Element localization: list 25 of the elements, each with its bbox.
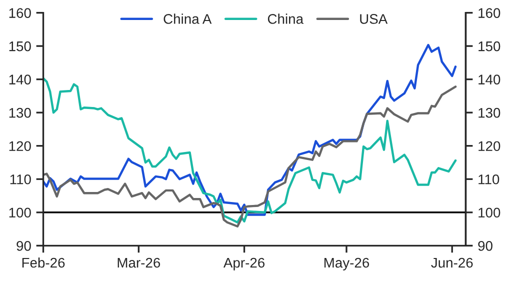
y-tick-label: 160 (9, 8, 31, 18)
y-tick-label: 100 (9, 208, 31, 218)
x-tick-label: Apr-26 (223, 258, 265, 270)
y-tick-label: 140 (9, 74, 31, 84)
line-series (43, 44, 457, 216)
y-tick-label: 130 (9, 108, 31, 118)
y2-tick-label: 130 (478, 108, 500, 118)
y2-tick-label: 90 (478, 240, 492, 251)
y2-tick-label: 150 (478, 41, 500, 52)
y-tick-label: 150 (9, 41, 31, 52)
x-tick-label: Feb-26 (22, 257, 65, 268)
y-tick-label: 120 (9, 141, 31, 152)
legend-label: China A (164, 14, 212, 24)
legend-label: USA (360, 14, 388, 24)
y2-tick-label: 140 (478, 74, 500, 84)
y-tick-label: 110 (10, 174, 31, 184)
y2-tick-label: 120 (478, 141, 500, 152)
y-tick-label: 90 (16, 240, 31, 251)
x-tick-label: Jun-26 (431, 258, 473, 268)
y2-tick-label: 110 (478, 174, 500, 184)
y2-tick-label: 160 (478, 8, 500, 18)
x-tick-label: Mar-26 (118, 258, 160, 268)
y2-tick-label: 100 (478, 208, 500, 218)
legend-label: China (268, 14, 304, 24)
x-tick-label: May-26 (324, 258, 370, 270)
